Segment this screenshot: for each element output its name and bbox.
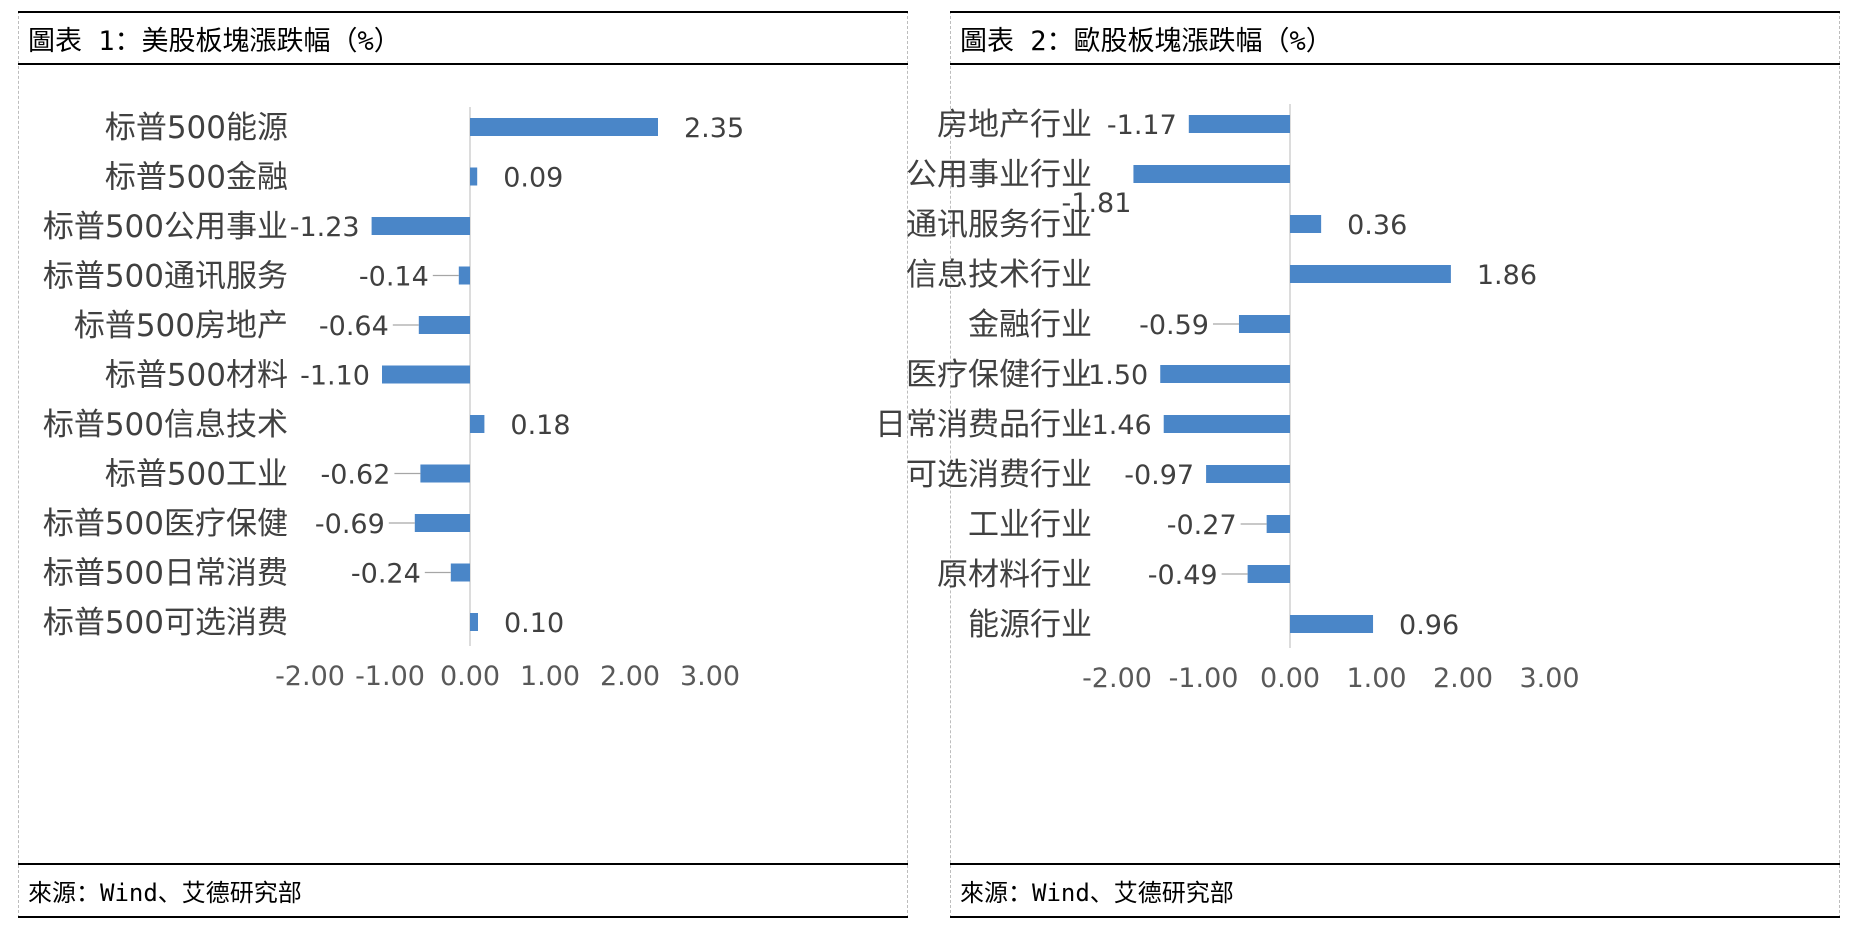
data-label: -0.64: [319, 311, 389, 342]
data-label: -1.10: [300, 361, 370, 392]
source-note: 來源：Wind、艾德研究部: [950, 863, 1840, 918]
x-tick-label: -2.00: [275, 661, 345, 692]
category-label: 日常消费品行业: [875, 407, 1092, 443]
eu-sector-panel: 圖表 2：歐股板塊漲跌幅（%） 房地产行业 -1.17 公用事业行业 -1.81 通讯服…: [875, 11, 1840, 918]
x-tick-label: -1.00: [1169, 663, 1239, 694]
data-label: -0.97: [1124, 460, 1194, 491]
source-text: 來源：Wind、艾德研究部: [960, 879, 1234, 907]
bar: [1247, 565, 1290, 583]
category-label: 能源行业: [968, 607, 1092, 643]
category-label: 标普500金融: [105, 160, 288, 196]
category-label: 房地产行业: [937, 107, 1092, 143]
category-label: 标普500可选消费: [43, 605, 288, 641]
data-label: 0.10: [504, 608, 564, 639]
category-label: 标普500医疗保健: [43, 506, 288, 542]
data-label: -1.17: [1107, 110, 1177, 141]
chart-title-text: 圖表 2：歐股板塊漲跌幅（%）: [960, 25, 1333, 57]
data-label: -1.46: [1082, 410, 1152, 441]
category-label: 医疗保健行业: [906, 357, 1092, 393]
bar: [470, 118, 658, 136]
bar: [458, 266, 470, 285]
x-tick-label: -1.00: [355, 661, 425, 692]
data-label: -1.50: [1078, 360, 1148, 391]
source-note: 來源：Wind、艾德研究部: [18, 863, 908, 918]
bar: [418, 316, 470, 334]
category-label: 公用事业行业: [906, 157, 1092, 193]
category-label: 工业行业: [968, 507, 1092, 543]
category-label: 标普500通讯服务: [43, 259, 288, 295]
category-label: 标普500信息技术: [43, 407, 288, 443]
x-tick-label: 0.00: [440, 661, 500, 692]
x-tick-label: 3.00: [680, 661, 740, 692]
category-label: 标普500日常消费: [43, 556, 288, 592]
data-label: 0.09: [503, 163, 563, 194]
data-label: -1.23: [290, 212, 360, 243]
data-label: 0.36: [1347, 210, 1407, 241]
bar: [450, 563, 470, 582]
bar: [1133, 165, 1290, 183]
category-label: 可选消费行业: [906, 457, 1092, 493]
data-label: -0.27: [1167, 510, 1237, 541]
data-label: -0.59: [1139, 310, 1209, 341]
category-label: 标普500工业: [105, 457, 288, 493]
category-label: 原材料行业: [937, 557, 1092, 593]
x-tick-label: 1.00: [1346, 663, 1406, 694]
bar: [382, 365, 470, 384]
category-label: 标普500能源: [105, 110, 288, 146]
bar: [414, 514, 470, 532]
data-label: -1.81: [1062, 188, 1132, 219]
x-tick-label: 1.00: [520, 661, 580, 692]
source-text: 來源：Wind、艾德研究部: [28, 879, 302, 907]
category-label: 信息技术行业: [906, 257, 1092, 293]
bar: [1266, 515, 1290, 533]
data-label: -0.69: [315, 509, 385, 540]
data-label: 1.86: [1477, 260, 1537, 291]
category-label: 标普500材料: [105, 358, 288, 394]
bar: [1163, 415, 1290, 433]
data-label: -0.24: [351, 559, 421, 590]
category-label: 通讯服务行业: [906, 207, 1092, 243]
data-label: 2.35: [684, 113, 744, 144]
bar: [470, 415, 485, 433]
category-label: 标普500房地产: [74, 308, 288, 344]
bar: [1206, 465, 1290, 483]
bar: [1160, 365, 1290, 383]
bar: [1290, 265, 1451, 283]
bar: [1290, 615, 1374, 633]
x-tick-label: 3.00: [1519, 663, 1579, 694]
data-label: -0.49: [1148, 560, 1218, 591]
data-label: -0.62: [321, 460, 391, 491]
category-label: 金融行业: [968, 307, 1092, 343]
bar: [420, 464, 470, 483]
x-tick-label: 0.00: [1260, 663, 1320, 694]
chart-title-text: 圖表 1：美股板塊漲跌幅（%）: [28, 25, 401, 57]
bar: [470, 613, 478, 631]
data-label: 0.96: [1399, 610, 1459, 641]
category-label: 标普500公用事业: [43, 209, 288, 245]
bar: [371, 217, 470, 235]
us-chart-area: 标普500能源 2.35 标普500金融 0.09 标普500公用事业 -1.23 标普50…: [20, 67, 906, 861]
bar: [470, 167, 478, 186]
chart-title: 圖表 2：歐股板塊漲跌幅（%）: [950, 11, 1840, 65]
us-sector-panel: 圖表 1：美股板塊漲跌幅（%） 标普500能源 2.35 标普500金融 0.09 标普…: [18, 11, 908, 918]
x-tick-label: -2.00: [1082, 663, 1152, 694]
data-label: -0.14: [359, 262, 429, 293]
x-tick-label: 2.00: [1433, 663, 1493, 694]
bar: [1188, 115, 1290, 133]
x-tick-label: 2.00: [600, 661, 660, 692]
chart-title: 圖表 1：美股板塊漲跌幅（%）: [18, 11, 908, 65]
bar: [1290, 215, 1322, 233]
eu-chart-area: 房地产行业 -1.17 公用事业行业 -1.81 通讯服务行业 0.36 信息技术行业 1.8…: [875, 67, 1838, 861]
bar: [1238, 315, 1290, 333]
data-label: 0.18: [510, 410, 570, 441]
